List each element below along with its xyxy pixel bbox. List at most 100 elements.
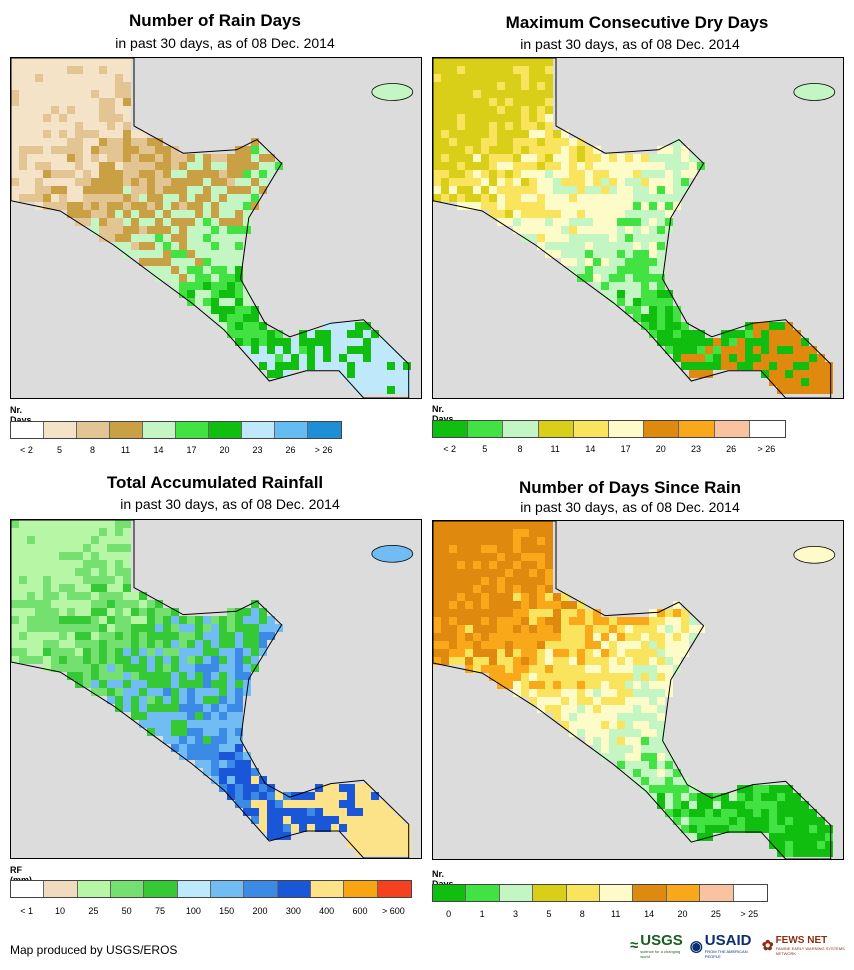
map-cell (11, 98, 19, 106)
map-cell (35, 122, 43, 130)
map-cell (123, 600, 131, 608)
map-cell (35, 608, 43, 616)
map-cell (649, 689, 657, 697)
map-cell (195, 760, 203, 768)
map-cell (243, 186, 251, 194)
map-cell (673, 354, 681, 362)
map-cell (115, 202, 123, 210)
map-cell (339, 370, 347, 378)
map-cell (577, 186, 585, 194)
map-cell (625, 633, 633, 641)
map-cell (817, 841, 825, 849)
map-cell (489, 569, 497, 577)
map-cell (67, 82, 75, 90)
map-cell (363, 784, 371, 792)
map-cell (35, 74, 43, 82)
map-cell (529, 649, 537, 657)
map-cell (785, 362, 793, 370)
map-cell (441, 170, 449, 178)
map-cell (131, 138, 139, 146)
map-cell (363, 832, 371, 840)
map-cell (211, 202, 219, 210)
map-cell (91, 130, 99, 138)
map-cell (83, 680, 91, 688)
map-cell (67, 170, 75, 178)
map-cell (721, 362, 729, 370)
map-cell (155, 632, 163, 640)
map-cell (139, 640, 147, 648)
map-cell (513, 90, 521, 98)
map-cell (219, 640, 227, 648)
map-cell (529, 98, 537, 106)
map-cell (505, 561, 513, 569)
map-cell (577, 633, 585, 641)
usgs-icon: ≈ (630, 937, 639, 954)
map-cell (449, 657, 457, 665)
map-cell (243, 338, 251, 346)
map-cell (147, 696, 155, 704)
map-cell (649, 178, 657, 186)
map-cell (35, 194, 43, 202)
map-cell (649, 274, 657, 282)
map-cell (123, 90, 131, 98)
map-cell (83, 656, 91, 664)
map-cell (505, 154, 513, 162)
map-cell (219, 242, 227, 250)
map-cell (91, 82, 99, 90)
map-cell (537, 665, 545, 673)
map-cell (251, 178, 259, 186)
map-cell (99, 210, 107, 218)
map-cell (721, 825, 729, 833)
map-cell (609, 649, 617, 657)
map-cell (513, 609, 521, 617)
map-cell (299, 800, 307, 808)
map-cell (99, 560, 107, 568)
map-cell (115, 154, 123, 162)
map-cell (521, 82, 529, 90)
map-cell (363, 816, 371, 824)
map-cell (745, 362, 753, 370)
legend-tick: 20 (219, 445, 230, 455)
map-cell (67, 616, 75, 624)
map-cell (489, 649, 497, 657)
map-cell (577, 138, 585, 146)
map-cell (505, 577, 513, 585)
map-cell (489, 194, 497, 202)
map-cell (481, 617, 489, 625)
map-cell (737, 346, 745, 354)
map-cell (139, 720, 147, 728)
map-cell (187, 178, 195, 186)
map-cell (553, 601, 561, 609)
map-cell (585, 617, 593, 625)
map-cell (283, 354, 291, 362)
map-cell (35, 584, 43, 592)
map-cell (43, 664, 51, 672)
map-cell (513, 625, 521, 633)
map-cell (441, 577, 449, 585)
map-cell (601, 753, 609, 761)
map-cell (513, 665, 521, 673)
map-cell (561, 162, 569, 170)
map-cell (59, 122, 67, 130)
map-cell (649, 186, 657, 194)
map-cell (641, 681, 649, 689)
map-cell (395, 386, 403, 394)
map-cell (147, 640, 155, 648)
map-cell (609, 290, 617, 298)
map-cell (561, 641, 569, 649)
map-cell (617, 242, 625, 250)
map-cell (489, 537, 497, 545)
map-cell (689, 362, 697, 370)
map-cell (625, 186, 633, 194)
map-cell (243, 808, 251, 816)
map-cell (195, 632, 203, 640)
map-cell (665, 617, 673, 625)
map-cell (649, 290, 657, 298)
map-cell (291, 362, 299, 370)
map-cell (131, 656, 139, 664)
map-cell (275, 808, 283, 816)
map-cell (593, 609, 601, 617)
map-cell (497, 569, 505, 577)
legend-tick: 14 (585, 444, 596, 454)
map-cell (355, 832, 363, 840)
